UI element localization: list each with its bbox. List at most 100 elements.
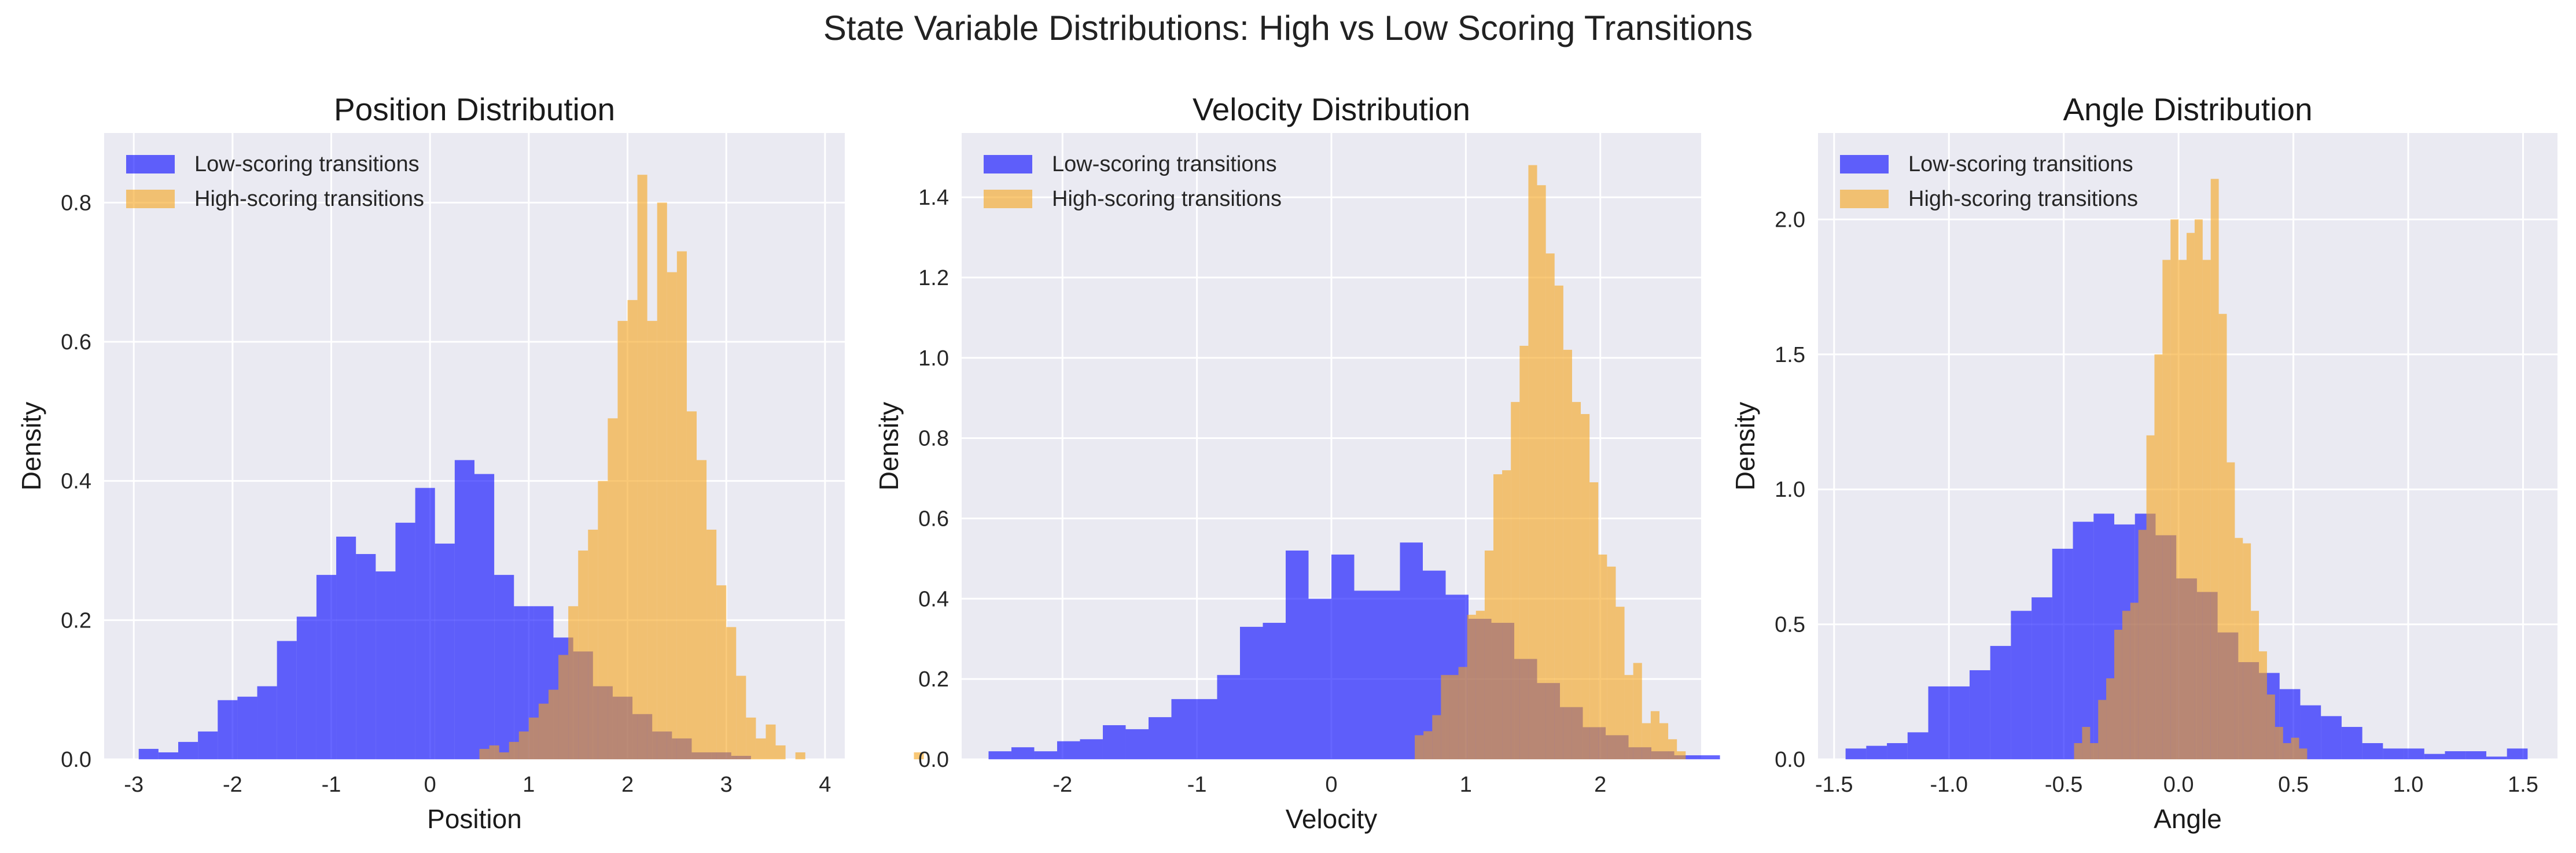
bar-high-3 [1441, 675, 1450, 759]
bar-low-1 [158, 752, 178, 759]
bar-high-13 [2170, 219, 2179, 760]
y-tick-label-2: 0.4 [918, 587, 949, 611]
bar-high-15 [1545, 253, 1555, 759]
bar-high-21 [1598, 554, 1607, 759]
x-tick-label-5: 1.0 [2393, 773, 2424, 797]
bar-high-27 [1650, 711, 1659, 759]
bar-high-24 [706, 529, 717, 759]
bar-low-13 [395, 522, 415, 759]
bar-high-7 [538, 703, 549, 759]
bar-high-10 [1502, 470, 1511, 759]
bar-low-17 [1377, 590, 1400, 759]
bar-high-18 [1572, 402, 1581, 759]
bar-high-17 [2202, 260, 2211, 759]
bar-low-30 [1674, 755, 1698, 759]
bar-high-6 [2114, 629, 2122, 759]
legend-swatch-high [126, 190, 175, 208]
bar-high-7 [2122, 611, 2130, 759]
bar-low-10 [2052, 548, 2073, 759]
panel-title-angle: Angle Distribution [2063, 91, 2312, 127]
y-tick-label-7: 1.4 [918, 186, 949, 210]
bar-high-13 [1528, 165, 1537, 759]
legend-position: Low-scoring transitions High-scoring tra… [126, 152, 424, 211]
bar-high-6 [528, 717, 539, 759]
bar-high-20 [1589, 482, 1599, 759]
x-tick-label-0: -2 [1053, 773, 1072, 797]
bar-high-16 [1554, 285, 1563, 759]
x-tick-label-3: 0 [424, 773, 436, 797]
bar-high-1 [479, 748, 490, 759]
bar-high-26 [2275, 726, 2283, 759]
y-tick-label-2: 1.0 [1775, 478, 1805, 502]
x-axis-label-velocity: Velocity [1286, 804, 1378, 834]
bar-high-0 [1415, 735, 1424, 759]
x-tick-label-0: -3 [124, 773, 143, 797]
legend-swatch-low [984, 155, 1032, 173]
bar-low-14 [1308, 599, 1331, 759]
y-tick-label-2: 0.4 [61, 470, 91, 494]
ticks-velocity: -2 -1 0 1 2 0.0 0.2 0.4 0.6 0.8 1.0 1.2 1.4 [918, 186, 1606, 797]
legend-angle: Low-scoring transitions High-scoring tra… [1840, 152, 2138, 211]
bar-high-4 [509, 741, 519, 759]
bar-high-4 [2098, 700, 2107, 759]
bar-high-11 [2154, 354, 2163, 759]
bar-high-11 [1511, 402, 1520, 759]
bar-low-28 [2424, 754, 2445, 759]
bar-low-11 [2073, 522, 2094, 759]
bar-low-3 [1057, 741, 1080, 759]
bar-high-11 [578, 551, 588, 759]
x-tick-label-5: 2 [621, 773, 634, 797]
y-tick-label-6: 1.2 [918, 266, 949, 290]
bar-low-2 [178, 741, 198, 759]
bar-low-8 [1171, 699, 1194, 759]
y-tick-label-0: 0.0 [918, 748, 949, 772]
bar-low-4 [218, 700, 238, 759]
bar-low-2 [1034, 751, 1057, 759]
bar-high-9 [558, 655, 569, 759]
bar-low-23 [2321, 716, 2342, 759]
bar-high-28 [2291, 737, 2299, 759]
y-tick-label-1: 0.2 [918, 667, 949, 692]
bar-low-31 [1697, 755, 1720, 759]
legend-label-low: Low-scoring transitions [194, 152, 419, 176]
bar-high-3 [499, 752, 509, 759]
legend-label-high: High-scoring transitions [194, 187, 424, 211]
bar-high-13 [598, 481, 608, 759]
x-axis-label-position: Position [427, 804, 522, 834]
bar-low-18 [1400, 542, 1423, 759]
bar-low-30 [2465, 751, 2486, 759]
bar-high-19 [657, 202, 667, 759]
bar-low-14 [415, 488, 435, 759]
bar-low-17 [474, 474, 495, 759]
bar-high-18 [2210, 179, 2219, 759]
ticks-position: -3 -2 -1 0 1 2 3 4 0.0 0.2 0.4 0.6 0.8 [61, 191, 831, 797]
bar-low-7 [1990, 645, 2011, 759]
x-tick-label-3: 0.0 [2163, 773, 2194, 797]
bar-low-11 [1239, 626, 1263, 759]
y-tick-label-4: 0.8 [61, 191, 91, 215]
bar-high-4 [1449, 675, 1459, 759]
bar-low-15 [435, 543, 455, 759]
bar-low-0 [138, 748, 159, 759]
bar-low-6 [1125, 729, 1149, 759]
bar-high-21 [676, 251, 687, 760]
legend-label-low: Low-scoring transitions [1908, 152, 2133, 176]
bar-high-14 [2178, 260, 2187, 759]
x-tick-label-4: 2 [1594, 773, 1606, 797]
bar-high-19 [1581, 413, 1590, 759]
bar-low-10 [336, 536, 356, 759]
panel-angle: -1.5 -1.0 -0.5 0.0 0.5 1.0 1.50.00.51.01.52.0 … [1730, 91, 2557, 834]
legend-velocity: Low-scoring transitions High-scoring tra… [984, 152, 1282, 211]
bar-high-25 [2266, 694, 2275, 759]
figure-title: State Variable Distributions: High vs Lo… [823, 9, 1753, 47]
bar-low-12 [376, 571, 396, 759]
bar-high-30 [1677, 751, 1686, 759]
bar-low-1 [1011, 747, 1035, 759]
bar-high-24 [2259, 651, 2267, 759]
x-tick-label-2: -0.5 [2045, 773, 2082, 797]
x-tick-label-0: -1.5 [1815, 773, 1853, 797]
bar-high-2 [1432, 715, 1441, 759]
y-axis-label-angle: Density [1730, 402, 1760, 490]
bar-high-10 [568, 606, 579, 759]
x-tick-label-1: -1.0 [1930, 773, 1967, 797]
